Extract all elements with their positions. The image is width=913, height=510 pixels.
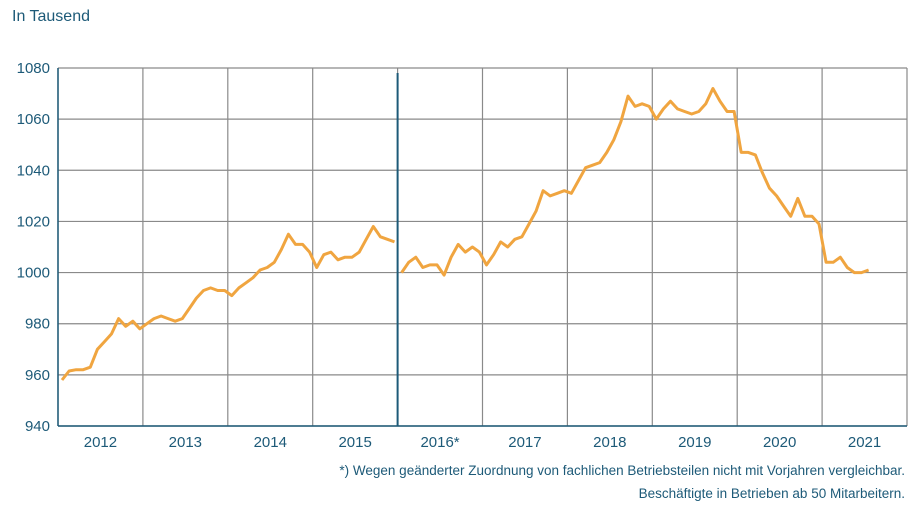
y-tick-label: 960 (25, 367, 50, 384)
y-tick-label: 1080 (17, 60, 50, 77)
x-tick-label: 2017 (508, 434, 541, 451)
x-tick-label: 2015 (338, 434, 371, 451)
y-tick-label: 1040 (17, 162, 50, 179)
series-line-before-break (60, 225, 396, 381)
x-tick-label: 2016* (420, 434, 459, 451)
x-tick-label: 2012 (84, 434, 117, 451)
x-tick-label: 2021 (848, 434, 881, 451)
x-tick-label: 2019 (678, 434, 711, 451)
y-tick-label: 1000 (17, 265, 50, 282)
x-tick-label: 2014 (254, 434, 287, 451)
x-tick-label: 2018 (593, 434, 626, 451)
y-tick-label: 980 (25, 316, 50, 333)
series-line-after-break (400, 87, 870, 277)
footnote-comparability: *) Wegen geänderter Zuordnung von fachli… (339, 463, 905, 478)
y-tick-label: 940 (25, 418, 50, 435)
y-axis-unit-label: In Tausend (12, 8, 90, 25)
y-tick-label: 1060 (17, 111, 50, 128)
x-tick-label: 2013 (169, 434, 202, 451)
footnote-source: Beschäftigte in Betrieben ab 50 Mitarbei… (638, 486, 905, 501)
y-tick-label: 1020 (17, 213, 50, 230)
x-tick-label: 2020 (763, 434, 796, 451)
